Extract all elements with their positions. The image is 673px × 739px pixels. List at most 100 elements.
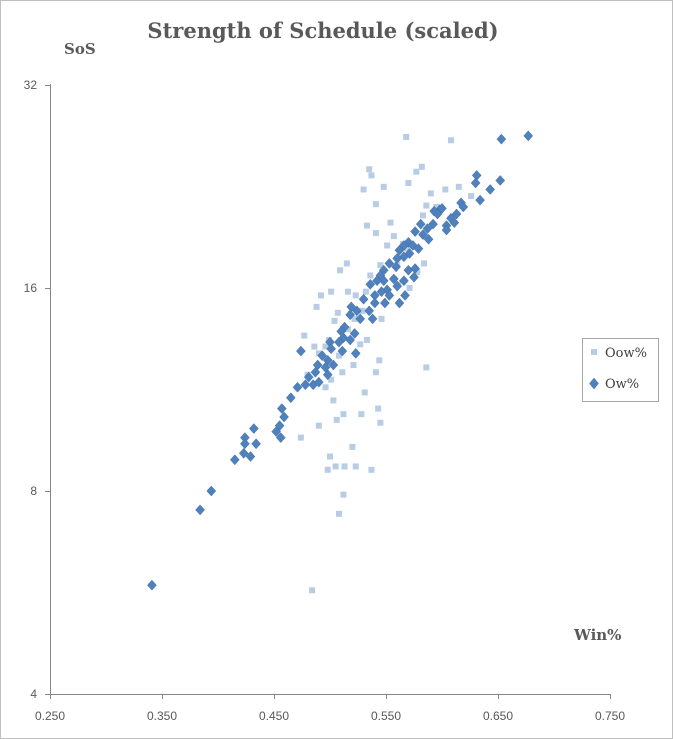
oow-point (377, 262, 384, 269)
ow-point (300, 379, 311, 391)
ow-point (449, 217, 460, 229)
oow-point (361, 389, 368, 396)
oow-point (341, 463, 348, 470)
x-tick-label: 0.650 (483, 709, 513, 723)
ow-point (369, 297, 380, 309)
oow-point (344, 288, 351, 295)
oow-point (423, 202, 430, 209)
oow-point (387, 219, 394, 226)
oow-point (390, 233, 397, 240)
oow-point (368, 172, 375, 179)
legend-diamond-marker (589, 377, 599, 390)
ow-point (249, 423, 259, 434)
oow-point (301, 332, 308, 339)
ow-point (394, 244, 405, 256)
oow-point (352, 292, 359, 299)
oow-point (327, 453, 333, 460)
ow-point (328, 359, 339, 371)
legend-square-marker (591, 349, 597, 355)
legend-label-ow: Ow% (605, 377, 639, 392)
ow-point (334, 336, 344, 348)
oow-point (419, 212, 426, 219)
ow-point (349, 328, 360, 339)
oow-point (309, 587, 316, 594)
ow-point (410, 226, 420, 237)
oow-point (334, 309, 341, 316)
ow-point (384, 290, 395, 301)
oow-point (349, 443, 356, 450)
y-tick-label: 32 (24, 78, 38, 92)
ow-point (394, 297, 405, 309)
ow-point (437, 202, 447, 214)
ow-point (251, 438, 261, 450)
ow-point (372, 275, 382, 287)
oow-point (372, 201, 379, 208)
oow-point (413, 168, 420, 175)
oow-point (358, 411, 365, 418)
oow-point (403, 133, 410, 140)
legend-label-oow: Oow% (605, 346, 647, 361)
ow-point (275, 432, 286, 443)
ow-point (303, 371, 314, 383)
y-axis-label: SoS (64, 40, 96, 58)
oow-point (406, 285, 413, 291)
oow-point (447, 137, 454, 144)
oow-point (352, 463, 359, 470)
oow-point (315, 422, 322, 429)
ow-point (392, 280, 403, 292)
y-tick-label: 8 (30, 484, 37, 498)
ow-point (380, 297, 390, 309)
oow-point (378, 315, 385, 322)
ow-point (432, 208, 443, 220)
oow-point (311, 343, 318, 350)
y-tick-label: 16 (24, 281, 38, 295)
ow-point (313, 376, 324, 388)
ow-point (428, 218, 438, 230)
oow-point (433, 203, 440, 210)
oow-point (468, 193, 475, 200)
oow-point (337, 267, 344, 274)
ow-point (365, 278, 376, 290)
ow-point (415, 218, 426, 230)
ow-point (352, 305, 362, 317)
oow-point (333, 416, 340, 423)
ow-point (389, 273, 399, 285)
oow-point (322, 384, 329, 391)
oow-point (335, 510, 342, 517)
ow-point (285, 392, 296, 404)
oow-point (315, 350, 322, 357)
x-tick-label: 0.450 (259, 709, 289, 723)
ow-point (277, 403, 287, 414)
oow-point (328, 376, 335, 383)
oow-point (376, 357, 383, 364)
oow-point (324, 466, 331, 473)
oow-point (455, 183, 462, 190)
oow-point (405, 179, 412, 186)
oow-point (442, 186, 449, 193)
oow-point (418, 163, 425, 170)
ow-point (229, 454, 240, 466)
oow-point (331, 317, 338, 324)
oow-point (318, 292, 325, 299)
oow-point (328, 288, 335, 295)
ow-point (296, 345, 306, 357)
ow-point (441, 224, 452, 236)
ow-point (326, 343, 336, 355)
ow-point (245, 451, 256, 462)
y-tick-label: 4 (30, 687, 37, 701)
ow-point (399, 251, 409, 263)
oow-point (332, 463, 339, 470)
oow-point (297, 434, 304, 441)
oow-point (423, 364, 430, 371)
oow-point (339, 369, 346, 376)
oow-point (427, 190, 434, 197)
ow-point (418, 229, 428, 240)
ow-point (355, 313, 366, 325)
ow-point (345, 309, 355, 321)
ow-point (384, 258, 395, 269)
ow-point (310, 366, 321, 378)
oow-point (414, 268, 421, 275)
x-tick-label: 0.550 (371, 709, 401, 723)
ow-point (317, 350, 327, 362)
